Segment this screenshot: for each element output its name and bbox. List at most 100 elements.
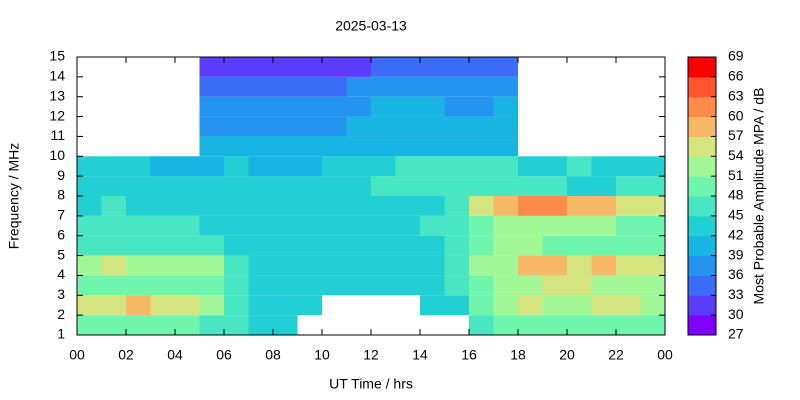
heat-cell: [77, 215, 102, 236]
heat-cell: [175, 156, 200, 177]
y-tick-label: 1: [57, 326, 65, 342]
heat-cell: [420, 235, 445, 256]
heat-cell: [542, 275, 567, 296]
heat-cell: [126, 235, 151, 256]
heat-cell: [199, 215, 224, 236]
heat-cell: [444, 196, 469, 216]
heat-cell: [224, 315, 249, 335]
heat-cell: [126, 196, 151, 216]
heat-cell: [469, 96, 494, 117]
heat-cell: [542, 215, 567, 236]
heat-cell: [469, 176, 494, 196]
heat-cell: [346, 96, 371, 117]
heat-cell: [346, 156, 371, 177]
heat-cell: [493, 136, 518, 157]
heat-cell: [640, 315, 665, 335]
heat-cell: [371, 255, 396, 276]
heat-cell: [346, 255, 371, 276]
heat-cell: [248, 255, 273, 276]
heat-cell: [567, 255, 592, 276]
heat-cell: [395, 215, 420, 236]
heat-cell: [371, 96, 396, 117]
x-tick-label: 12: [363, 347, 379, 363]
y-tick-label: 9: [57, 167, 65, 183]
heat-cell: [101, 196, 126, 216]
heat-cell: [273, 156, 298, 177]
heat-cell: [322, 96, 347, 117]
x-tick-label: 18: [510, 347, 526, 363]
heat-cell: [346, 275, 371, 296]
heat-cell: [493, 255, 518, 276]
heat-cell: [371, 176, 396, 196]
heat-cell: [420, 295, 445, 316]
heat-cell: [444, 136, 469, 157]
heat-cell: [567, 315, 592, 335]
heat-cell: [395, 235, 420, 256]
heat-cell: [591, 196, 616, 216]
heat-cell: [371, 235, 396, 256]
heat-cell: [493, 96, 518, 117]
heat-cell: [297, 116, 322, 137]
heat-cell: [150, 295, 175, 316]
y-tick-label: 13: [49, 87, 65, 103]
heat-cell: [297, 255, 322, 276]
heat-cell: [199, 315, 224, 335]
heat-cell: [175, 235, 200, 256]
heat-cell: [444, 156, 469, 177]
y-tick-label: 5: [57, 246, 65, 262]
colorbar-segment: [688, 196, 716, 217]
heat-cell: [493, 156, 518, 177]
heat-cell: [420, 215, 445, 236]
heat-cell: [518, 176, 543, 196]
heat-cell: [493, 57, 518, 77]
heat-cell: [518, 156, 543, 177]
heat-cell: [395, 196, 420, 216]
heat-cell: [224, 215, 249, 236]
x-tick-label: 22: [608, 347, 624, 363]
y-tick-label: 10: [49, 147, 65, 163]
heat-cell: [444, 295, 469, 316]
heat-cell: [273, 215, 298, 236]
heat-cell: [297, 295, 322, 316]
heat-cell: [469, 196, 494, 216]
heat-cell: [518, 196, 543, 216]
heat-cell: [542, 295, 567, 316]
heat-cell: [248, 275, 273, 296]
heat-cell: [224, 76, 249, 97]
heat-cell: [371, 196, 396, 216]
heat-cell: [493, 215, 518, 236]
x-tick-label: 02: [118, 347, 134, 363]
colorbar-tick-label: 69: [728, 48, 744, 64]
y-tick-label: 8: [57, 187, 65, 203]
heat-cell: [493, 176, 518, 196]
heat-cell: [371, 275, 396, 296]
heat-cell: [199, 57, 224, 77]
heat-cell: [444, 275, 469, 296]
heat-cell: [395, 136, 420, 157]
heat-cell: [199, 255, 224, 276]
heat-cell: [273, 176, 298, 196]
heat-cell: [444, 235, 469, 256]
heat-cell: [469, 215, 494, 236]
y-tick-label: 14: [49, 68, 65, 84]
heat-cell: [469, 255, 494, 276]
heat-cell: [567, 196, 592, 216]
heat-cell: [297, 215, 322, 236]
heat-cell: [640, 215, 665, 236]
heat-cell: [395, 156, 420, 177]
heat-cell: [420, 275, 445, 296]
y-tick-label: 3: [57, 286, 65, 302]
x-axis-label: UT Time / hrs: [329, 376, 413, 392]
heat-cell: [322, 196, 347, 216]
heat-cell: [297, 275, 322, 296]
heat-cell: [101, 295, 126, 316]
heat-cell: [371, 76, 396, 97]
heat-cell: [224, 136, 249, 157]
heat-cell: [469, 136, 494, 157]
heat-cell: [616, 156, 641, 177]
heat-cell: [346, 57, 371, 77]
colorbar-segment: [688, 215, 716, 237]
heat-cell: [322, 235, 347, 256]
heat-cell: [322, 215, 347, 236]
heat-cell: [101, 255, 126, 276]
